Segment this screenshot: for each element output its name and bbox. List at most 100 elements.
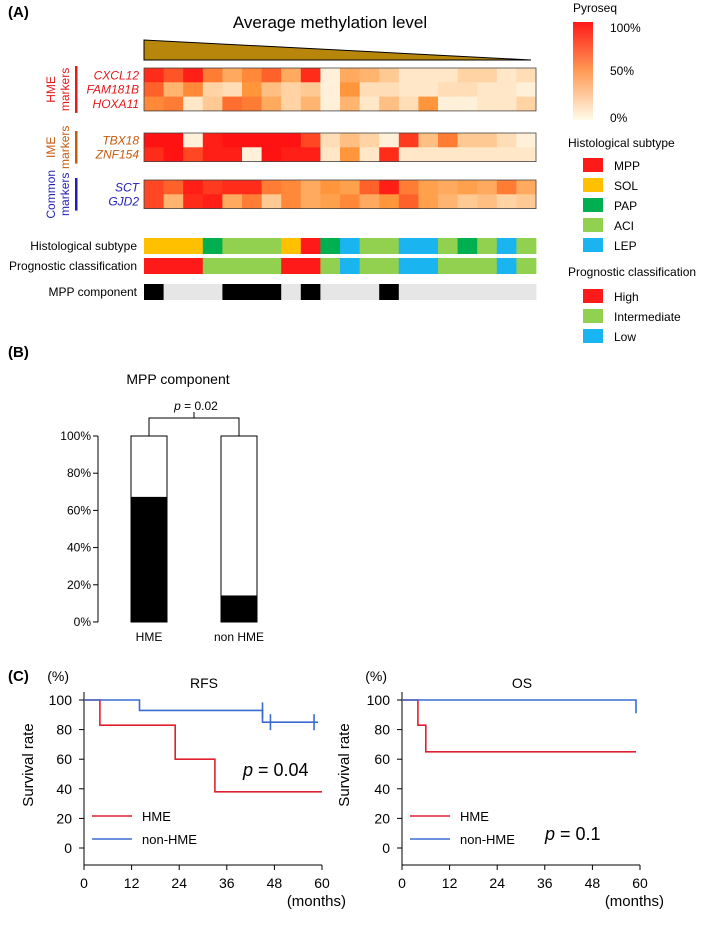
panel-b-ytick-label-2: 40% bbox=[67, 541, 91, 555]
panel-b-p-symbol: p bbox=[173, 399, 181, 413]
mpp-cell-19 bbox=[496, 284, 517, 300]
heatmap-group-border-3 bbox=[143, 179, 537, 210]
os-ytick-label-60: 60 bbox=[374, 751, 390, 767]
panel-b-category-non-hme: non HME bbox=[214, 630, 264, 644]
rfs-ytick-label-40: 40 bbox=[56, 781, 72, 797]
heatmap-group-border-2 bbox=[143, 132, 537, 163]
os-y-axis-label: Survival rate bbox=[336, 723, 353, 806]
gene-label-tbx18: TBX18 bbox=[102, 133, 139, 147]
heatmap-cell-fam181b-9 bbox=[300, 82, 321, 97]
heatmap-cell-tbx18-19 bbox=[496, 133, 517, 148]
gene-label-sct: SCT bbox=[115, 180, 141, 194]
heatmap-cell-tbx18-8 bbox=[281, 133, 302, 148]
heatmap-cell-gjd2-5 bbox=[222, 194, 243, 209]
heatmap-cell-gjd2-7 bbox=[261, 194, 282, 209]
heatmap-cell-hoxa11-10 bbox=[320, 96, 341, 112]
rfs-survival-chart: 0 20 40 60 80 100 0 12 24 36 48 60 (months) (%) Surviv… bbox=[20, 668, 346, 910]
mpp-cell-3 bbox=[183, 284, 204, 300]
heatmap-cell-fam181b-17 bbox=[457, 82, 478, 97]
heatmap-cell-fam181b-16 bbox=[438, 82, 458, 97]
heatmap-cell-tbx18-16 bbox=[438, 133, 458, 148]
heatmap-cell-tbx18-10 bbox=[320, 133, 341, 148]
rfs-legend-label-non-hme: non-HME bbox=[142, 832, 197, 847]
heatmap-cell-cxcl12-4 bbox=[202, 68, 223, 83]
heatmap-cell-fam181b-6 bbox=[242, 82, 262, 97]
histology-cell-13 bbox=[379, 238, 400, 254]
prognosis-legend-swatch-intermediate bbox=[583, 309, 603, 323]
heatmap-cell-fam181b-2 bbox=[163, 82, 184, 97]
histology-cell-11 bbox=[340, 238, 360, 254]
mpp-cell-9 bbox=[300, 284, 321, 300]
histology-legend-label-mpp: MPP bbox=[614, 159, 640, 173]
heatmap-cell-hoxa11-20 bbox=[516, 96, 537, 112]
prognosis-cell-12 bbox=[359, 258, 380, 274]
heatmap-cell-hoxa11-15 bbox=[418, 96, 439, 112]
heatmap-cell-fam181b-10 bbox=[320, 82, 341, 97]
mpp-cell-20 bbox=[516, 284, 537, 300]
heatmap-cell-znf154-7 bbox=[261, 147, 282, 162]
panel-b-bar-non-hme-present bbox=[220, 595, 258, 623]
heatmap-cell-tbx18-5 bbox=[222, 133, 243, 148]
mpp-cell-2 bbox=[163, 284, 184, 300]
heatmap-cell-tbx18-1 bbox=[144, 133, 164, 148]
pyroseq-tick-high: 100% bbox=[610, 21, 641, 35]
heatmap-cell-fam181b-3 bbox=[183, 82, 204, 97]
heatmap-cell-gjd2-8 bbox=[281, 194, 302, 209]
group-bar-3 bbox=[75, 178, 78, 211]
heatmap-cell-sct-8 bbox=[281, 180, 302, 195]
heatmap-cell-tbx18-18 bbox=[477, 133, 498, 148]
heatmap-cell-gjd2-2 bbox=[163, 194, 184, 209]
pyroseq-tick-mid: 50% bbox=[610, 64, 634, 78]
methylation-heatmap bbox=[143, 67, 537, 210]
heatmap-cell-hoxa11-1 bbox=[144, 96, 164, 112]
histology-legend-label-pap: PAP bbox=[614, 199, 637, 213]
os-p-symbol: p bbox=[544, 824, 555, 844]
heatmap-cell-gjd2-10 bbox=[320, 194, 341, 209]
heatmap-cell-hoxa11-19 bbox=[496, 96, 517, 112]
histology-cell-16 bbox=[438, 238, 458, 254]
prognosis-cell-7 bbox=[261, 258, 282, 274]
prognosis-cell-20 bbox=[516, 258, 537, 274]
histology-legend-swatch-pap bbox=[583, 198, 603, 212]
prognosis-cell-8 bbox=[281, 258, 302, 274]
prognosis-cell-5 bbox=[222, 258, 243, 274]
heatmap-cell-znf154-12 bbox=[359, 147, 380, 162]
rfs-y-unit: (%) bbox=[47, 668, 69, 684]
group-label-1-line-1: HME bbox=[44, 76, 58, 103]
heatmap-cell-znf154-17 bbox=[457, 147, 478, 162]
histology-legend-label-lep: LEP bbox=[614, 239, 637, 253]
os-xtick-label-36: 36 bbox=[537, 875, 553, 891]
prognosis-cell-18 bbox=[477, 258, 498, 274]
os-title: OS bbox=[512, 675, 532, 691]
heatmap-cell-sct-19 bbox=[496, 180, 517, 195]
mpp-cell-11 bbox=[340, 284, 360, 300]
group-label-2-line-2: markers bbox=[58, 126, 72, 169]
histology-cell-17 bbox=[457, 238, 478, 254]
mpp-cell-16 bbox=[438, 284, 458, 300]
heatmap-cell-cxcl12-14 bbox=[398, 68, 419, 83]
heatmap-cell-cxcl12-20 bbox=[516, 68, 537, 83]
heatmap-cell-cxcl12-6 bbox=[242, 68, 262, 83]
heatmap-cell-fam181b-4 bbox=[202, 82, 223, 97]
mpp-component-bar-chart: 0% 20% 40% 60% 80% 100% HME non HME bbox=[60, 412, 264, 644]
heatmap-cell-sct-3 bbox=[183, 180, 204, 195]
mpp-cell-1 bbox=[144, 284, 164, 300]
heatmap-cell-hoxa11-8 bbox=[281, 96, 302, 112]
histology-cell-15 bbox=[418, 238, 439, 254]
histology-legend-swatch-lep bbox=[583, 238, 603, 252]
mpp-cell-10 bbox=[320, 284, 341, 300]
histology-cell-20 bbox=[516, 238, 537, 254]
os-curve-non-hme bbox=[402, 699, 637, 714]
heatmap-cell-sct-16 bbox=[438, 180, 458, 195]
heatmap-cell-cxcl12-17 bbox=[457, 68, 478, 83]
heatmap-cell-hoxa11-13 bbox=[379, 96, 400, 112]
heatmap-cell-tbx18-17 bbox=[457, 133, 478, 148]
heatmap-cell-gjd2-1 bbox=[144, 194, 164, 209]
track-label-prognosis: Prognostic classification bbox=[9, 259, 137, 273]
heatmap-cell-tbx18-6 bbox=[242, 133, 262, 148]
rfs-ytick-label-80: 80 bbox=[56, 722, 72, 738]
annotation-tracks bbox=[144, 238, 537, 300]
heatmap-cell-cxcl12-3 bbox=[183, 68, 204, 83]
histology-legend-label-sol: SOL bbox=[614, 179, 638, 193]
